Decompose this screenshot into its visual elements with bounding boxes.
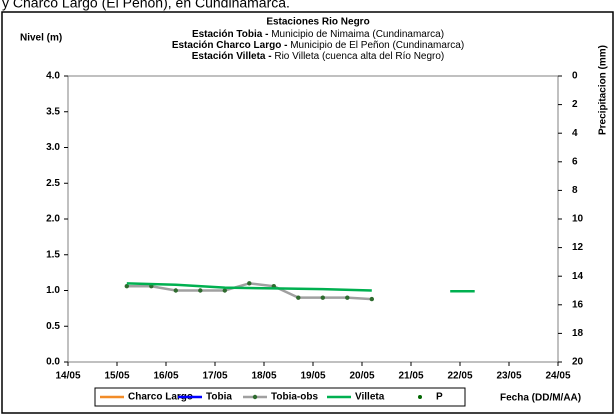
series-marker <box>222 288 227 293</box>
station-detail: Rio Villeta (cuenca alta del Río Negro) <box>274 51 444 62</box>
subtitle-line: Estación Charco Largo - Municipio de El … <box>172 40 464 51</box>
series-marker <box>369 296 374 302</box>
y-axis-label: Nivel (m) <box>20 33 62 44</box>
x-tick-label: 23/05 <box>496 371 521 382</box>
chart-title: Estaciones Rio Negro <box>266 17 369 28</box>
x-tick-label: 17/05 <box>202 371 227 382</box>
legend-label: Charco Largo <box>128 392 193 403</box>
y-tick-label: 2.0 <box>46 214 60 225</box>
x-tick-label: 16/05 <box>153 371 178 382</box>
series-marker <box>124 284 129 289</box>
legend-swatch <box>418 395 422 399</box>
series-marker <box>345 295 350 300</box>
legend-label: Tobia <box>206 392 232 403</box>
y2-tick-label: 2 <box>572 99 578 110</box>
x-tick-label: 15/05 <box>104 371 129 382</box>
station-name: Estación Villeta - <box>192 51 272 62</box>
y2-tick-label: 16 <box>572 299 584 310</box>
y2-tick-label: 12 <box>572 242 584 253</box>
legend-box <box>94 387 466 407</box>
station-name: Estación Charco Largo - <box>172 40 288 51</box>
series-marker <box>320 295 325 300</box>
x-tick-label: 18/05 <box>251 371 276 382</box>
x-tick-label: 22/05 <box>447 371 472 382</box>
y-tick-label: 3.0 <box>46 142 60 153</box>
legend-marker <box>252 394 258 400</box>
station-detail: Municipio de Nimaima (Cundinamarca) <box>271 29 444 40</box>
subtitle-line: Estación Villeta - Rio Villeta (cuenca a… <box>192 51 445 62</box>
y-tick-label: 1.5 <box>46 249 60 260</box>
subtitle-line: Estación Tobia - Municipio de Nimaima (C… <box>192 29 444 40</box>
series-marker <box>198 288 203 293</box>
x-tick-label: 19/05 <box>300 371 325 382</box>
series-marker <box>247 281 252 286</box>
y2-tick-label: 8 <box>572 185 578 196</box>
station-detail: Municipio de El Peñon (Cundinamarca) <box>290 40 464 51</box>
series-marker <box>173 288 178 293</box>
y2-tick-label: 10 <box>572 214 584 225</box>
y-tick-label: 0.0 <box>46 357 60 368</box>
legend-label: P <box>436 392 443 403</box>
x-tick-label: 20/05 <box>349 371 374 382</box>
chart-frame <box>1 11 614 414</box>
x-tick-label: 14/05 <box>55 371 80 382</box>
y2-tick-label: 14 <box>572 271 584 282</box>
series-marker <box>296 295 301 300</box>
x-tick-label: 24/05 <box>545 371 570 382</box>
station-name: Estación Tobia - <box>192 29 269 40</box>
y2-axis-label: Precipitacion (mm) <box>598 45 609 135</box>
caption-fragment: y Charco Largo (El Peñon), en Cundinamar… <box>2 0 290 11</box>
series-line <box>126 282 475 293</box>
y2-tick-label: 6 <box>572 156 578 167</box>
y-tick-label: 3.5 <box>46 106 60 117</box>
y2-tick-label: 20 <box>572 357 584 368</box>
y-tick-label: 4.0 <box>46 71 60 82</box>
y-tick-label: 0.5 <box>46 321 60 332</box>
y2-tick-label: 18 <box>572 328 584 339</box>
y-tick-label: 2.5 <box>46 178 60 189</box>
x-tick-label: 21/05 <box>398 371 423 382</box>
y-tick-label: 1.0 <box>46 285 60 296</box>
y2-tick-label: 4 <box>572 128 578 139</box>
legend-label: Tobia-obs <box>271 392 318 403</box>
x-axis-label: Fecha (DD/M/AA) <box>500 393 581 404</box>
legend-label: Villeta <box>355 392 385 403</box>
y2-tick-label: 0 <box>572 71 578 82</box>
